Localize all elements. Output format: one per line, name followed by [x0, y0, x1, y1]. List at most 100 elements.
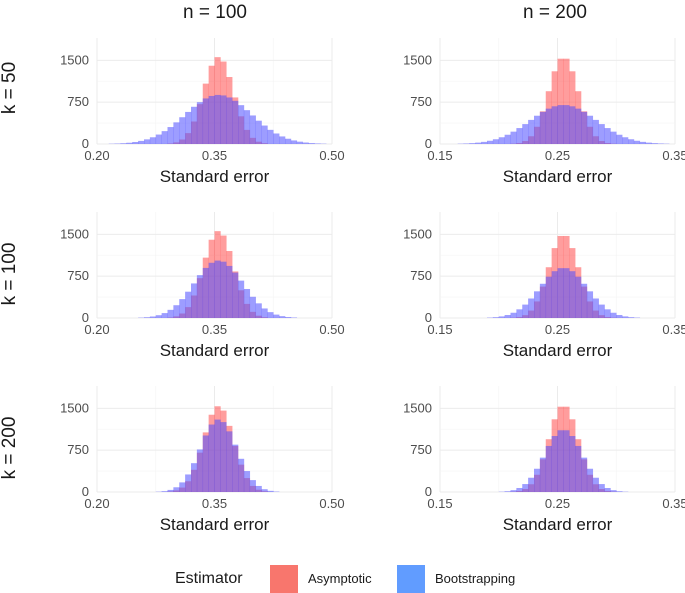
bar-bootstrapping [604, 309, 611, 318]
bar-bootstrapping [149, 137, 157, 144]
x-tick-label: 0.20 [84, 322, 109, 337]
bar-bootstrapping [308, 143, 315, 144]
bar-bootstrapping [173, 487, 180, 492]
x-tick-label: 0.35 [662, 322, 685, 337]
bar-bootstrapping [208, 95, 215, 144]
bar-bootstrapping [238, 105, 245, 144]
bar-bootstrapping [575, 276, 582, 318]
bar-bootstrapping [161, 491, 168, 492]
bar-bootstrapping [208, 424, 215, 492]
bar-bootstrapping [285, 317, 292, 318]
bar-bootstrapping [504, 134, 511, 144]
x-tick-label: 0.35 [202, 496, 227, 511]
bar-bootstrapping [551, 436, 558, 492]
bar-bootstrapping [273, 314, 280, 318]
bar-bootstrapping [220, 261, 227, 318]
bar-bootstrapping [545, 445, 552, 492]
bar-bootstrapping [545, 108, 552, 144]
bar-bootstrapping [598, 124, 605, 144]
bar-bootstrapping [255, 485, 262, 492]
x-axis-title: Standard error [160, 515, 270, 534]
bar-bootstrapping [167, 489, 174, 492]
bar-bootstrapping [475, 142, 482, 144]
bar-bootstrapping [639, 141, 646, 144]
bar-bootstrapping [120, 143, 127, 144]
bar-bootstrapping [645, 142, 652, 144]
y-tick-label: 0 [425, 136, 432, 151]
y-tick-label: 0 [82, 310, 89, 325]
bar-bootstrapping [581, 457, 588, 492]
panel-3: 0 750 1500 0.20 0.35 0.50 Standard error [60, 212, 345, 360]
bar-bootstrapping [628, 139, 635, 144]
bar-bootstrapping [586, 468, 594, 492]
series-bootstrapping [155, 419, 280, 492]
bar-bootstrapping [226, 431, 233, 492]
bar-bootstrapping [185, 474, 192, 492]
y-tick-label: 750 [67, 268, 89, 283]
bar-bootstrapping [155, 134, 162, 144]
x-tick-label: 0.25 [545, 148, 570, 163]
series-bootstrapping [108, 94, 327, 144]
bar-bootstrapping [249, 296, 256, 318]
bar-bootstrapping [196, 449, 204, 492]
bar-bootstrapping [557, 268, 564, 318]
y-tick-label: 1500 [60, 52, 89, 67]
bar-bootstrapping [267, 490, 274, 492]
bar-bootstrapping [539, 457, 547, 492]
bar-bootstrapping [243, 471, 251, 492]
bar-bootstrapping [563, 105, 570, 144]
bar-bootstrapping [173, 122, 180, 144]
bar-bootstrapping [592, 477, 599, 492]
x-tick-label: 0.50 [319, 496, 344, 511]
bar-bootstrapping [202, 267, 209, 318]
column-strip-labels: n = 100 n = 200 [183, 2, 587, 23]
bar-bootstrapping [557, 105, 564, 144]
bar-bootstrapping [220, 422, 227, 492]
bar-bootstrapping [285, 138, 292, 144]
bar-bootstrapping [528, 119, 535, 144]
x-axis-title: Standard error [503, 515, 613, 534]
bar-bootstrapping [581, 283, 588, 318]
panel-6: 0 750 1500 0.15 0.25 0.35 Standard error [403, 386, 685, 534]
bar-bootstrapping [267, 312, 274, 318]
bar-bootstrapping [592, 119, 599, 144]
bar-asymptotic [557, 58, 564, 145]
x-axis-title: Standard error [160, 167, 270, 186]
bar-bootstrapping [481, 141, 488, 144]
bar-bootstrapping [185, 111, 192, 144]
bar-bootstrapping [504, 491, 511, 492]
bar-bootstrapping [161, 131, 168, 144]
bar-bootstrapping [563, 430, 570, 492]
bar-bootstrapping [616, 315, 623, 318]
bar-bootstrapping [226, 97, 233, 144]
bar-bootstrapping [469, 143, 476, 144]
bar-bootstrapping [622, 316, 629, 318]
bar-bootstrapping [510, 490, 517, 492]
bar-bootstrapping [569, 106, 576, 144]
strip-label-col-2: n = 200 [523, 2, 587, 23]
bar-asymptotic [563, 58, 570, 145]
bar-bootstrapping [255, 120, 262, 144]
bar-bootstrapping [557, 430, 564, 492]
y-tick-label: 750 [410, 268, 432, 283]
bar-bootstrapping [510, 312, 517, 318]
y-tick-label: 750 [410, 442, 432, 457]
bar-bootstrapping [522, 304, 529, 318]
bar-bootstrapping [314, 143, 321, 144]
x-tick-label: 0.25 [545, 322, 570, 337]
bar-bootstrapping [279, 316, 286, 318]
bar-bootstrapping [569, 271, 576, 318]
bar-bootstrapping [604, 487, 611, 492]
legend-label-asymptotic: Asymptotic [308, 571, 372, 586]
legend-swatch-asymptotic [270, 565, 298, 593]
bar-bootstrapping [534, 291, 541, 318]
bar-bootstrapping [302, 142, 309, 144]
bar-bootstrapping [551, 271, 558, 318]
bar-bootstrapping [214, 260, 221, 318]
bar-bootstrapping [522, 484, 529, 492]
bar-bootstrapping [498, 316, 505, 318]
bar-bootstrapping [179, 117, 186, 144]
bar-bootstrapping [126, 142, 133, 144]
bar-bootstrapping [261, 125, 268, 144]
